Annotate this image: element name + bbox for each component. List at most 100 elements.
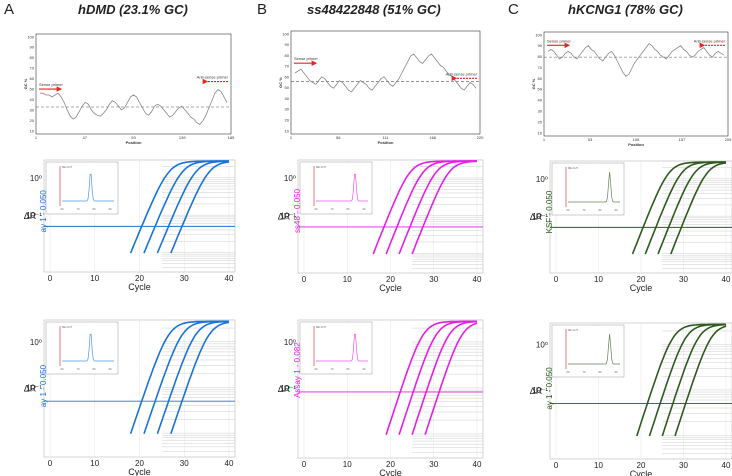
amp-curve: [398, 160, 477, 255]
inset-xtick: 70: [583, 208, 586, 212]
gc-ytick: 20: [30, 118, 35, 123]
melt-peak-line: [568, 333, 620, 365]
amp-ytick: 10⁰: [536, 175, 548, 184]
gc-xtick: 166: [429, 135, 436, 140]
gc-ylabel: GC %: [23, 78, 28, 89]
amp-curve: [398, 320, 477, 435]
amp-ytick: 10⁻¹: [532, 212, 548, 221]
melt-curve-inset: ME-CUT 60 70 80 90: [45, 321, 119, 375]
gc-ytick: 30: [538, 109, 543, 114]
gc-ytick: 80: [30, 55, 35, 60]
amp-ytick: 10⁻¹: [532, 386, 548, 395]
amp-curve: [170, 161, 230, 254]
amp-ytick: 10⁰: [284, 338, 296, 347]
amp-xtick: 10: [343, 460, 352, 469]
amp-xtick: 10: [90, 459, 99, 468]
amp-xtick: 30: [429, 275, 438, 284]
panel-letter-c: C: [508, 1, 519, 18]
inset-xtick: 70: [331, 207, 334, 211]
gc-plot-frame: [290, 30, 481, 135]
amp-ytick: 10⁻¹: [26, 211, 42, 220]
gc-ylabel: GC %: [278, 77, 283, 88]
amp-xtick: 10: [90, 274, 99, 283]
gc-ytick: 20: [538, 119, 543, 124]
amp-xtick: 40: [225, 459, 234, 468]
amp-ylabel: ΔR: [530, 212, 543, 222]
amp-curve: [648, 323, 726, 437]
amp-xlabel: Cycle: [128, 467, 151, 476]
amp-threshold-label: ay 1 - 0.050: [545, 367, 554, 410]
inset-title: ME-CUT: [316, 325, 327, 329]
amp-threshold-label: Assay 1 - 0.082: [293, 342, 302, 398]
gc-xlabel: Position: [378, 140, 394, 145]
inset-xtick: 80: [93, 367, 96, 371]
melt-curve-inset: ME-CUT 60 70 80 90: [551, 162, 625, 216]
inset-xtick: 90: [615, 208, 618, 212]
amp-ylabel: ΔR: [24, 384, 37, 394]
inset-xtick: 60: [61, 207, 64, 211]
amp-curve: [411, 160, 478, 255]
gc-ytick: 50: [30, 87, 35, 92]
gc-xtick: 185: [228, 135, 235, 140]
amp-ylabel: ΔR: [278, 384, 291, 394]
melt-curve-inset: ME-CUT 60 70 80 90: [299, 161, 373, 215]
gc-plot: 100 90 80 70 60 50 40 30 20 101 47 93 139 185 GC % Posi…: [23, 33, 235, 145]
inset-frame: [45, 321, 119, 375]
amp-xlabel: Cycle: [128, 282, 151, 292]
panel-letter-a: A: [4, 1, 14, 18]
gc-plot-frame: [543, 31, 729, 137]
amp-xtick: 20: [637, 461, 646, 470]
amp-xtick: 10: [594, 275, 603, 284]
amp-xtick: 30: [679, 275, 688, 284]
amp-xtick: 30: [180, 459, 189, 468]
amp-xtick: 20: [135, 274, 144, 283]
amp-curve: [156, 160, 230, 254]
amp-curve: [170, 321, 230, 435]
amp-xtick: 0: [48, 274, 53, 283]
amp-ytick: 10⁻¹: [280, 384, 296, 393]
panel-letter-b: B: [257, 1, 267, 18]
amp-xtick: 0: [302, 460, 307, 469]
inset-xtick: 60: [315, 207, 318, 211]
gc-profile-line: [40, 88, 228, 126]
inset-xtick: 60: [567, 208, 570, 212]
amp-ytick: 10⁻¹: [26, 383, 42, 392]
amp-xtick: 0: [554, 461, 559, 470]
melt-peak-line: [568, 171, 620, 203]
gc-xtick: 111: [382, 135, 389, 140]
inset-xtick: 90: [109, 207, 112, 211]
gc-ytick: 10: [285, 128, 290, 133]
amp-xtick: 40: [722, 275, 731, 284]
inset-title: ME-CUT: [568, 166, 579, 170]
melt-peak-line: [316, 333, 368, 362]
gc-xtick: 47: [83, 135, 88, 140]
gc-ylabel: GC %: [531, 78, 536, 89]
amp-xtick: 20: [386, 460, 395, 469]
gc-ytick: 90: [285, 42, 290, 47]
amp-ytick: 10⁰: [30, 174, 42, 183]
inset-xtick: 70: [583, 370, 586, 374]
gc-xtick: 105: [633, 137, 640, 142]
amp-curve: [657, 161, 727, 255]
gc-ytick: 50: [285, 85, 290, 90]
sense-primer-label: Sense primer: [39, 82, 63, 87]
gc-profile-line: [294, 53, 477, 93]
melt-curve-inset: ME-CUT 60 70 80 90: [551, 324, 625, 378]
gc-plot: 100 90 80 70 60 50 40 30 20 101 56 111 166 220 GC % Pos…: [278, 30, 484, 145]
inset-frame: [45, 161, 119, 215]
gc-ytick: 60: [30, 76, 35, 81]
gc-xtick: 53: [588, 137, 593, 142]
gc-ytick: 100: [535, 32, 542, 37]
gc-ytick: 90: [538, 43, 543, 48]
amp-curve: [156, 320, 230, 435]
inset-xtick: 90: [363, 207, 366, 211]
panel-title-c: hKCNG1 (78% GC): [568, 2, 683, 17]
amp-threshold-label: ss48 - 0.050: [293, 188, 302, 233]
